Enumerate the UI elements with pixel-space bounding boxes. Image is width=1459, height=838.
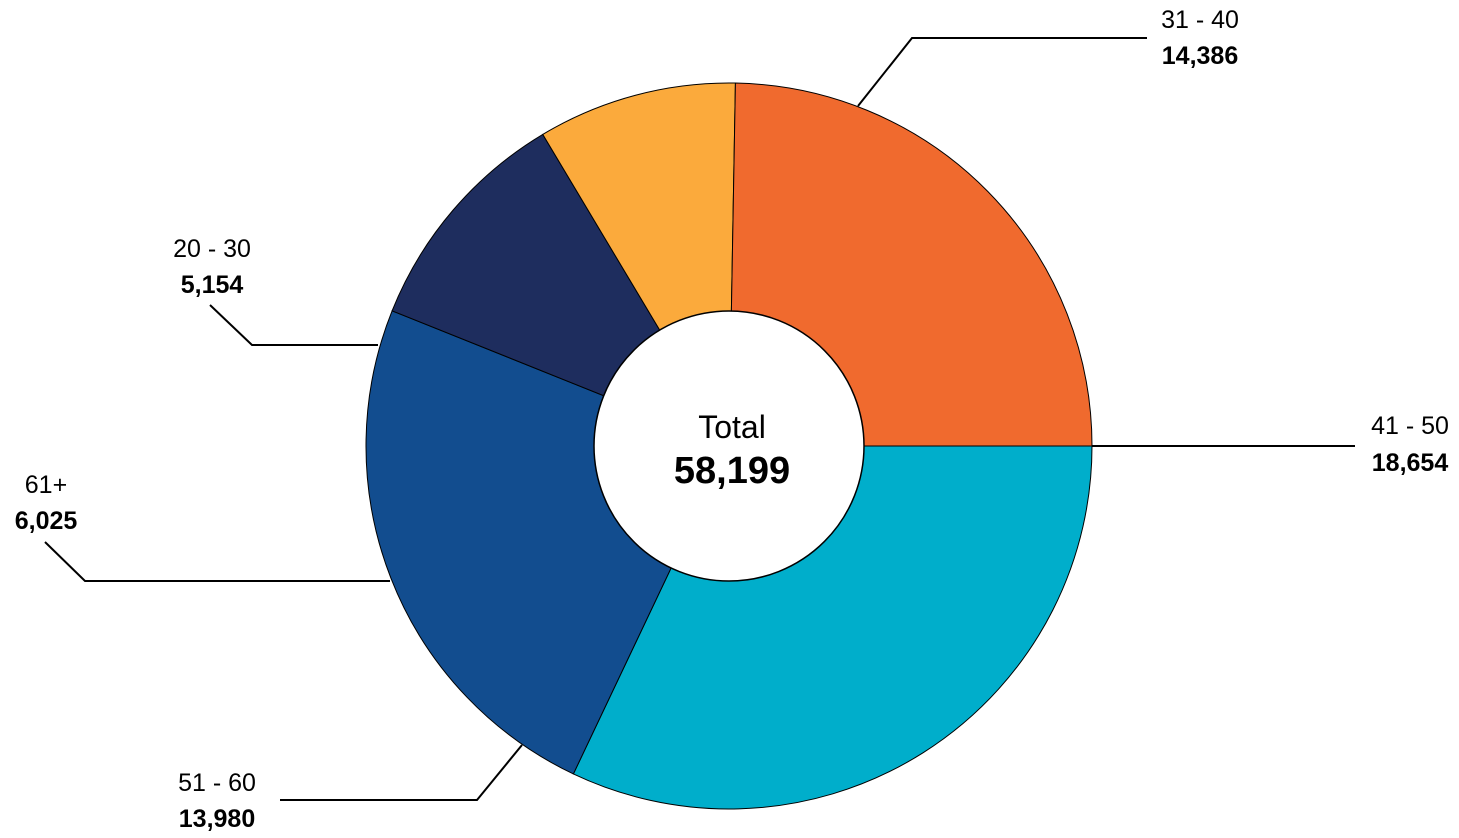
leader-line-61+ [44, 541, 390, 582]
slice-label-31-40: 31 - 40 14,386 [1161, 6, 1239, 70]
leader-lines [44, 37, 1355, 801]
donut-hole [593, 310, 865, 582]
value-label: 18,654 [1372, 449, 1449, 477]
slice-label-41-50: 41 - 50 18,654 [1371, 412, 1449, 477]
category-label: 61+ [25, 471, 67, 499]
category-label: 51 - 60 [178, 769, 256, 797]
leader-line-31-40 [857, 37, 1147, 107]
slice-label-51-60: 51 - 60 13,980 [178, 769, 256, 833]
value-label: 13,980 [179, 805, 255, 833]
category-label: 20 - 30 [173, 235, 251, 263]
value-label: 5,154 [181, 271, 244, 299]
category-label: 41 - 50 [1371, 412, 1449, 440]
value-label: 14,386 [1162, 42, 1238, 70]
leader-line-51-60 [280, 744, 523, 801]
slice-label-61+: 61+ 6,025 [15, 471, 78, 535]
leader-line-20-30 [209, 304, 378, 346]
center-total-value: 58,199 [674, 450, 790, 492]
center-total-label: Total [698, 409, 766, 445]
slice-label-20-30: 20 - 30 5,154 [173, 235, 251, 299]
category-label: 31 - 40 [1161, 6, 1239, 34]
value-label: 6,025 [15, 507, 78, 535]
